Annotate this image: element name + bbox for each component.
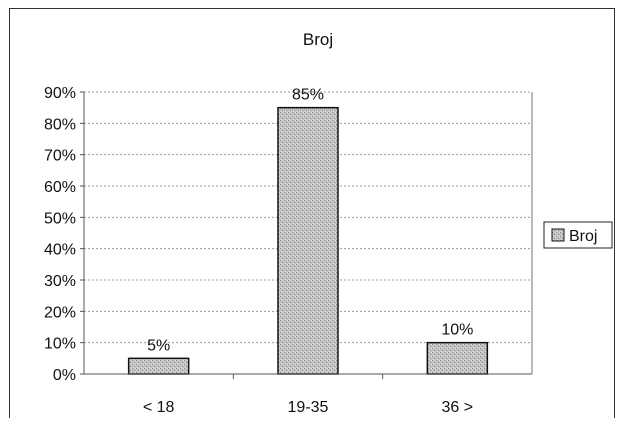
bar-data-label: 85% [292,87,324,104]
x-tick-label: 19-35 [288,399,329,416]
y-tick-label: 70% [44,148,76,165]
chart-frame [9,8,615,418]
y-tick-label: 30% [44,273,76,290]
x-axis-ticks: < 18 19-35 36 > [143,374,473,416]
x-tick-label: 36 > [442,399,474,416]
y-tick-label: 40% [44,242,76,259]
y-tick-label: 50% [44,210,76,227]
y-axis-ticks: 0% 10% 20% 30% 40% 50% 60% 70% 80% 90% [44,85,84,384]
legend-swatch [551,228,565,242]
bar [277,106,339,375]
y-tick-label: 20% [44,304,76,321]
y-tick-label: 60% [44,179,76,196]
bar-data-label: 5% [147,337,170,354]
bar [426,341,489,375]
legend-label: Broj [569,228,597,245]
bar [127,357,190,375]
data-labels: 5% 85% 10% [147,87,473,355]
y-tick-label: 80% [44,116,76,133]
x-tick-label: < 18 [143,399,175,416]
y-tick-label: 0% [53,367,76,384]
legend: Broj [543,221,613,249]
chart-title: Broj [303,30,333,49]
bar-data-label: 10% [441,322,473,339]
y-tick-label: 10% [44,336,76,353]
bars [127,106,489,375]
y-tick-label: 90% [44,85,76,102]
